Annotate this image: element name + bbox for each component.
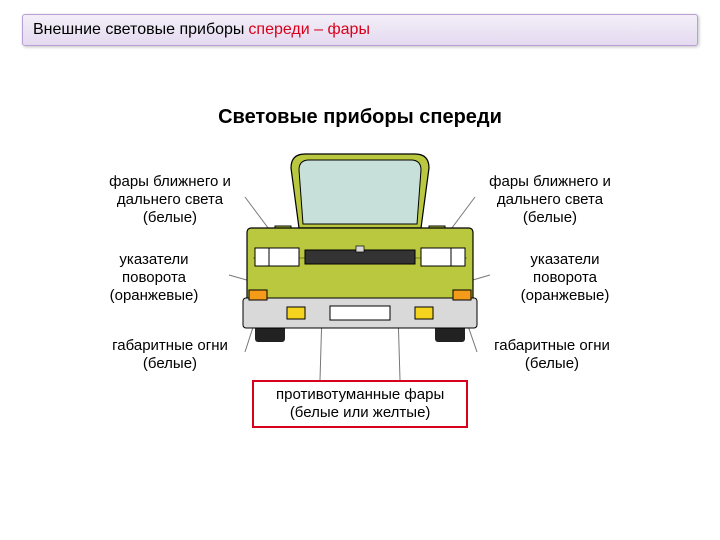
label-head-right: фары ближнего идальнего света(белые) xyxy=(455,173,645,227)
label-marker-left: габаритные огни(белые) xyxy=(75,337,265,373)
fog-label-box: противотуманные фары(белые или желтые) xyxy=(252,380,468,428)
label-marker-right: габаритные огни(белые) xyxy=(457,337,647,373)
diagram-stage: Внешние световые приборы спереди – фары … xyxy=(0,0,720,540)
label-turn-right: указателиповорота(оранжевые) xyxy=(470,251,660,305)
label-head-left: фары ближнего идальнего света(белые) xyxy=(75,173,265,227)
label-turn-left: указателиповорота(оранжевые) xyxy=(59,251,249,305)
